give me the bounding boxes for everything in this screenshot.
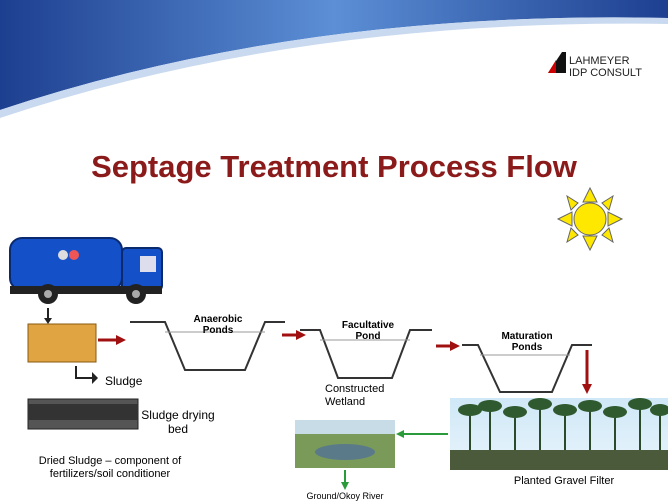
- text-line: Wetland: [325, 396, 365, 408]
- gravel-filter-label: Planted Gravel Filter: [514, 475, 615, 487]
- slide: LAHMEYER IDP CONSULT Septage Treatment P…: [0, 0, 668, 504]
- text-line: Pond: [356, 331, 381, 342]
- text-line: bed: [168, 422, 188, 436]
- text-line: Constructed: [325, 383, 384, 395]
- drying-bed-image: [28, 404, 138, 420]
- text-line: Anaerobic: [194, 314, 243, 325]
- text-line: Facultative: [342, 320, 395, 331]
- slide-title: Septage Treatment Process Flow: [91, 149, 578, 184]
- wetland-image: [295, 420, 395, 468]
- logo-text: IDP CONSULT: [569, 67, 642, 79]
- text-line: Ponds: [512, 342, 543, 353]
- gravel-filter-image: [450, 398, 668, 470]
- logo-text: LAHMEYER: [569, 55, 630, 67]
- grit-tank: [28, 324, 96, 362]
- text-line: fertilizers/soil conditioner: [50, 468, 171, 480]
- text-line: Ponds: [203, 325, 234, 336]
- sun-icon: [558, 188, 622, 250]
- sludge-label: Sludge: [105, 374, 143, 388]
- text-line: Maturation: [501, 331, 552, 342]
- text-line: Dried Sludge – component of: [39, 455, 182, 467]
- text-line: Sludge drying: [141, 408, 214, 422]
- river-label: Ground/Okoy River: [306, 491, 383, 501]
